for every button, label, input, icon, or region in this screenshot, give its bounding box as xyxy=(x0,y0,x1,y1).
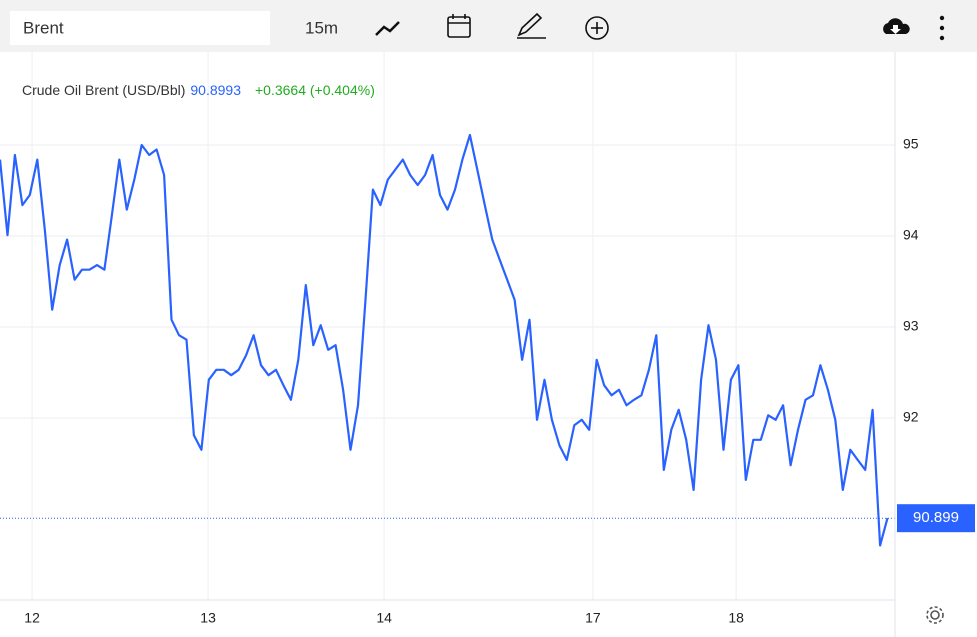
series-name: Crude Oil Brent (USD/Bbl) xyxy=(22,82,185,98)
x-tick-label: 18 xyxy=(728,610,744,626)
plot-area xyxy=(0,52,895,600)
last-price-label: 90.899 xyxy=(913,509,959,526)
menu-icon[interactable] xyxy=(939,15,945,41)
price-line xyxy=(0,133,889,547)
y-tick-label: 94 xyxy=(903,227,919,243)
draw-icon[interactable] xyxy=(517,12,546,39)
settings-icon[interactable] xyxy=(926,606,944,624)
change: +0.3664 (+0.404%) xyxy=(255,82,375,98)
symbol[interactable]: Brent xyxy=(23,18,64,37)
calendar-icon[interactable] xyxy=(447,14,471,38)
last-price-box xyxy=(897,504,975,533)
symbol-search[interactable] xyxy=(10,11,270,45)
y-tick-label: 93 xyxy=(903,318,919,334)
download-icon[interactable] xyxy=(883,18,910,34)
x-tick-label: 17 xyxy=(585,610,601,626)
y-tick-label: 95 xyxy=(903,136,919,152)
interval[interactable]: 15m xyxy=(305,18,338,37)
add-icon[interactable] xyxy=(585,16,609,40)
last-value: 90.8993 xyxy=(190,82,241,98)
header: Crude Oil Brent (USD/Bbl) 90.8993 +0.3664 … xyxy=(22,82,375,98)
y-tick-label: 92 xyxy=(903,409,919,425)
x-tick-label: 14 xyxy=(376,610,392,626)
x-tick-label: 12 xyxy=(24,610,40,626)
chart-type-icon[interactable] xyxy=(375,21,400,36)
x-tick-label: 13 xyxy=(200,610,216,626)
